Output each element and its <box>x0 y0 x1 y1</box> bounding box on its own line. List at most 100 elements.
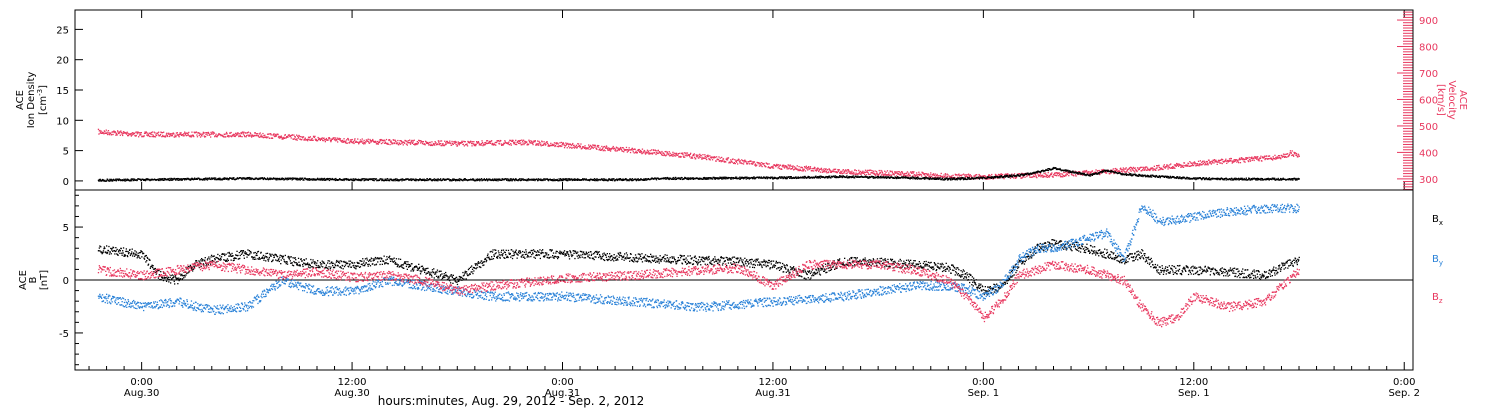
velocity-series-point <box>522 140 524 142</box>
density-series-point <box>420 179 422 181</box>
density-series-point <box>723 178 725 180</box>
velocity-series-point <box>469 142 471 144</box>
velocity-series-point <box>319 138 321 140</box>
velocity-series-point <box>134 135 137 137</box>
density-series-point <box>990 176 992 178</box>
density-series-point <box>716 177 719 179</box>
velocity-series-point <box>1206 161 1208 163</box>
velocity-series-point <box>412 140 414 142</box>
density-series-point <box>1027 174 1030 176</box>
velocity-series-point <box>216 136 218 138</box>
density-series-point <box>935 178 937 180</box>
velocity-series-point <box>523 142 526 144</box>
velocity-series-point <box>144 131 146 133</box>
velocity-series-point <box>282 138 284 140</box>
density-series-point <box>699 177 701 179</box>
velocity-series-point <box>984 175 986 177</box>
density-series-point <box>386 179 388 182</box>
velocity-series-point <box>807 167 809 169</box>
density-series-point <box>191 177 193 179</box>
velocity-series-point <box>539 142 541 144</box>
velocity-series-point <box>108 131 110 134</box>
velocity-series-point <box>122 131 125 133</box>
velocity-series-point <box>589 144 592 147</box>
velocity-series-point <box>1214 160 1216 162</box>
density-series-point <box>621 179 623 182</box>
velocity-series-point <box>371 139 373 142</box>
velocity-series-point <box>1228 159 1230 162</box>
velocity-series-point <box>1064 175 1066 177</box>
density-series-point <box>397 180 399 182</box>
velocity-series-point <box>204 136 207 138</box>
velocity-series-point <box>1276 157 1278 160</box>
density-series-point <box>994 176 996 178</box>
density-series-point <box>784 177 787 180</box>
density-series-point <box>811 176 813 178</box>
velocity-series-point <box>931 176 933 178</box>
velocity-series-point <box>801 166 803 169</box>
density-series-point <box>926 177 928 179</box>
velocity-series-point <box>650 149 653 151</box>
velocity-series-point <box>1132 166 1135 169</box>
velocity-series-point <box>786 166 788 169</box>
density-series-point <box>266 177 269 179</box>
velocity-series-point <box>319 139 321 141</box>
velocity-series-point <box>813 166 816 168</box>
velocity-series-point <box>228 136 230 138</box>
density-series-point <box>278 177 280 180</box>
velocity-series-point <box>457 143 459 145</box>
velocity-series-point <box>1131 168 1134 170</box>
velocity-series-point <box>309 139 311 141</box>
velocity-series-point <box>148 132 150 134</box>
velocity-series-point <box>1236 159 1238 161</box>
velocity-series-point <box>1277 157 1279 159</box>
density-series-point <box>603 178 605 180</box>
velocity-series-point <box>1274 158 1276 160</box>
density-series-point <box>289 177 291 179</box>
density-series-point <box>975 177 977 180</box>
velocity-series-point <box>407 142 409 144</box>
velocity-series-point <box>152 134 154 136</box>
velocity-series-point <box>1228 160 1230 162</box>
density-series-point <box>855 175 857 177</box>
velocity-series-point <box>596 145 598 147</box>
velocity-series-point <box>776 163 778 166</box>
density-series-point <box>671 178 674 180</box>
velocity-series-point <box>858 171 860 173</box>
density-series-point <box>1053 166 1055 169</box>
velocity-series-point <box>893 174 895 176</box>
density-series-point <box>840 176 843 178</box>
velocity-series-point <box>730 159 732 161</box>
density-series-point <box>505 178 507 181</box>
density-series-point <box>249 178 251 180</box>
density-series-point <box>195 178 197 180</box>
velocity-series-point <box>803 168 805 170</box>
velocity-series-point <box>439 143 441 145</box>
velocity-series-point <box>566 143 568 145</box>
density-series-point <box>491 179 493 181</box>
velocity-series-point <box>781 168 783 170</box>
density-series-point <box>677 178 679 180</box>
velocity-series-point <box>885 171 887 173</box>
velocity-series-point <box>387 143 389 145</box>
velocity-series-point <box>458 144 460 146</box>
density-series-point <box>628 180 630 182</box>
velocity-series-point <box>225 131 228 134</box>
velocity-series-point <box>656 150 658 152</box>
density-series-point <box>367 179 369 181</box>
velocity-series-point <box>619 147 621 150</box>
density-series-point <box>611 178 613 180</box>
velocity-series-point <box>425 141 427 143</box>
velocity-series-point <box>665 154 668 156</box>
x-tick-date-label: Sep. 2 <box>1388 388 1420 399</box>
velocity-series-point <box>1121 171 1124 173</box>
velocity-series-point <box>384 142 386 144</box>
velocity-series-point <box>177 134 179 136</box>
density-series-point <box>713 178 715 180</box>
velocity-series-point <box>157 134 159 136</box>
velocity-series-point <box>1247 160 1249 162</box>
velocity-series-point <box>978 174 981 176</box>
velocity-series-point <box>286 136 288 138</box>
density-series-point <box>913 177 915 179</box>
velocity-series-point <box>552 143 554 145</box>
